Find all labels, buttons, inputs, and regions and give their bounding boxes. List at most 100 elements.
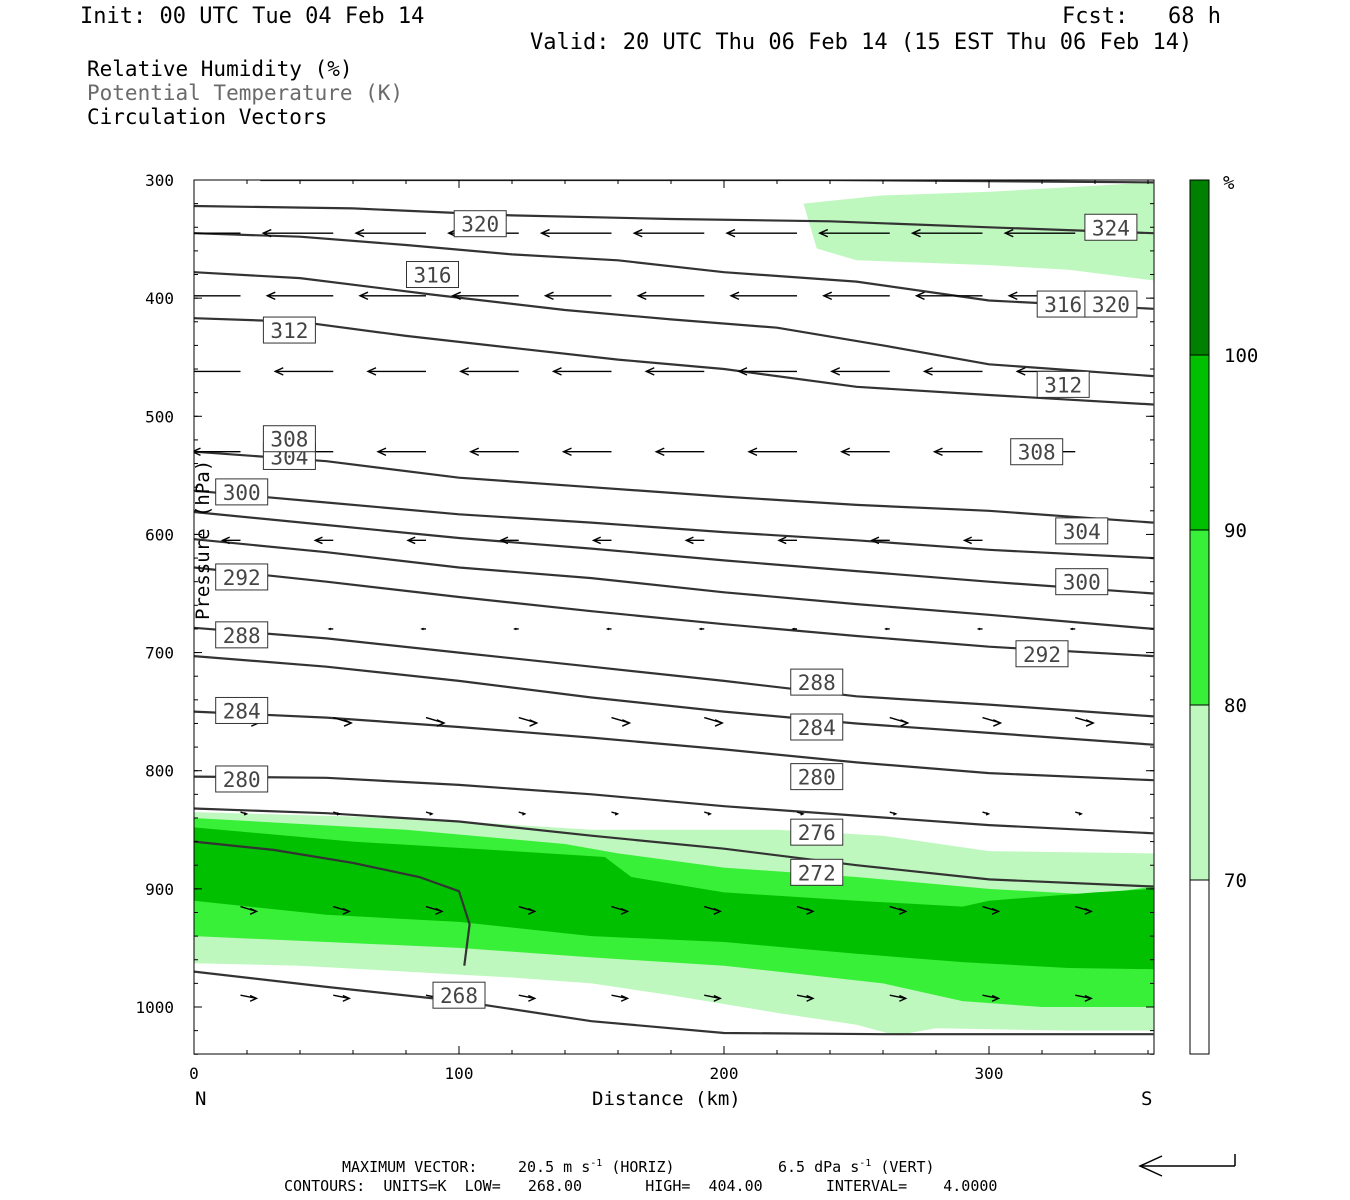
y-tick-label: 500 xyxy=(145,407,174,426)
x-axis-label: Distance (km) xyxy=(592,1088,741,1110)
valid-time: Valid: 20 UTC Thu 06 Feb 14 (15 EST Thu … xyxy=(530,30,1193,55)
contour-label-312: 312 xyxy=(270,319,308,343)
x-tick-label: 200 xyxy=(710,1064,739,1083)
circulation-vector-head xyxy=(822,291,833,301)
contour-label-316: 316 xyxy=(1044,293,1082,317)
x-tick-label: 100 xyxy=(445,1064,474,1083)
theta-contour-304 xyxy=(194,489,1154,560)
circulation-vector-head xyxy=(725,228,736,238)
colorbar-segment xyxy=(1190,180,1209,355)
contour-label-box-300 xyxy=(215,478,269,506)
circulation-vector-head xyxy=(591,536,601,545)
circulation-vector-head xyxy=(893,812,898,816)
horiz-value: 20.5 m s-1 (HORIZ) xyxy=(518,1158,675,1176)
theta-contour-288 xyxy=(194,626,1154,718)
circulation-vector-head xyxy=(620,994,630,1002)
contour-label-308: 308 xyxy=(1018,441,1056,465)
circulation-vector-head xyxy=(605,627,610,631)
circulation-vector-head xyxy=(342,907,351,915)
circulation-vector-head xyxy=(932,447,943,456)
circulation-vector-head xyxy=(420,627,424,631)
max-vector-label: MAXIMUM VECTOR: xyxy=(342,1158,478,1176)
colorbar-frame xyxy=(1189,179,1210,1055)
contour-label-box-272 xyxy=(790,858,844,886)
colorbar-segment xyxy=(1190,530,1209,705)
theta-contour-292 xyxy=(194,566,1154,658)
contour-label-272: 272 xyxy=(798,861,836,885)
contour-label-284: 284 xyxy=(798,716,836,740)
contour-label-box-324 xyxy=(1084,213,1138,241)
circulation-vector-head xyxy=(429,812,434,816)
circulation-vector-head xyxy=(884,627,888,631)
contour-label-box-288 xyxy=(790,668,844,696)
theta-contour-272 xyxy=(194,970,1154,1036)
theta-contour-layer xyxy=(194,180,1154,1036)
contour-label-292: 292 xyxy=(223,566,261,590)
circulation-vector-head xyxy=(529,719,539,727)
theta-contour-312 xyxy=(194,317,1154,406)
circulation-vector-head xyxy=(993,719,1003,727)
contour-label-box-288 xyxy=(215,621,269,649)
contour-label-308: 308 xyxy=(270,428,308,452)
contour-label-box-316 xyxy=(406,261,459,289)
colorbar-segment xyxy=(1190,355,1209,530)
circulation-vector-head xyxy=(522,812,527,816)
contour-label-268: 268 xyxy=(440,984,478,1008)
contour-label-box-280 xyxy=(790,763,844,791)
circulation-vector-head xyxy=(1069,627,1074,631)
contours-summary: CONTOURS: UNITS=K LOW= 268.00 HIGH= 404.… xyxy=(284,1177,998,1195)
circulation-vector-head xyxy=(870,536,880,545)
legend-theta: Potential Temperature (K) xyxy=(87,81,404,105)
contour-label-276: 276 xyxy=(798,821,836,845)
circulation-vector-head xyxy=(713,994,722,1002)
circulation-vector-head xyxy=(1007,291,1018,301)
circulation-vector-head xyxy=(220,536,230,545)
circulation-vector-head xyxy=(707,812,712,816)
circulation-vector-head xyxy=(551,367,562,376)
circulation-vector-head xyxy=(899,994,908,1002)
circulation-vector-head xyxy=(985,812,991,816)
circulation-vector-head xyxy=(406,536,416,545)
circulation-vector-head xyxy=(1015,367,1026,376)
contour-label-284: 284 xyxy=(223,699,261,723)
theta-contour-284 xyxy=(194,655,1154,746)
rh-fill-layer xyxy=(194,182,1154,1036)
x-end-left-label: N xyxy=(195,1088,206,1110)
circulation-vector-head xyxy=(327,627,332,631)
circulation-vector-head xyxy=(1003,228,1014,238)
contour-label-304: 304 xyxy=(1063,520,1101,544)
circulation-vector-head xyxy=(342,994,351,1002)
colorbar: 70 80 90 100 xyxy=(1189,179,1258,1055)
y-tick-label: 800 xyxy=(145,762,174,781)
circulation-vector-head xyxy=(343,719,353,727)
contour-label-box-284 xyxy=(215,696,269,724)
circulation-vector-head xyxy=(459,367,470,376)
contour-label-300: 300 xyxy=(223,481,261,505)
circulation-vector-head xyxy=(183,368,191,375)
circulation-vector-head xyxy=(636,291,647,301)
colorbar-segment xyxy=(1190,880,1209,1054)
axes-layer: 300 400 500 600 700 800 900 1000 0 100 200 300 xyxy=(135,171,1155,1083)
circulation-vector-head xyxy=(543,291,554,301)
circulation-vector-head xyxy=(171,230,179,237)
contour-label-320: 320 xyxy=(461,213,499,237)
theta-contour-308 xyxy=(194,450,1154,524)
circulation-vector-head xyxy=(806,994,815,1002)
contour-label-288: 288 xyxy=(798,671,836,695)
circulation-vector-head xyxy=(539,228,550,238)
circulation-vector-head xyxy=(469,447,480,456)
circulation-vector-head xyxy=(435,907,444,915)
contour-label-box-284 xyxy=(790,713,844,741)
contour-label-layer: 268 272 276 280 280 284 284 288 288 292 292 300 300 3… xyxy=(215,210,1138,1009)
circulation-vector-head xyxy=(830,367,841,376)
circulation-vector-head xyxy=(840,447,851,456)
circulation-vector-head xyxy=(684,536,694,545)
contour-label-box-320 xyxy=(1084,290,1138,318)
contour-label-box-316 xyxy=(1036,290,1090,318)
circulation-vector-head xyxy=(777,536,787,545)
contour-label-box-312 xyxy=(1036,370,1090,398)
circulation-vector-head xyxy=(962,536,972,545)
circulation-vector-head xyxy=(376,447,387,456)
theta-contour-272 xyxy=(194,807,1154,888)
